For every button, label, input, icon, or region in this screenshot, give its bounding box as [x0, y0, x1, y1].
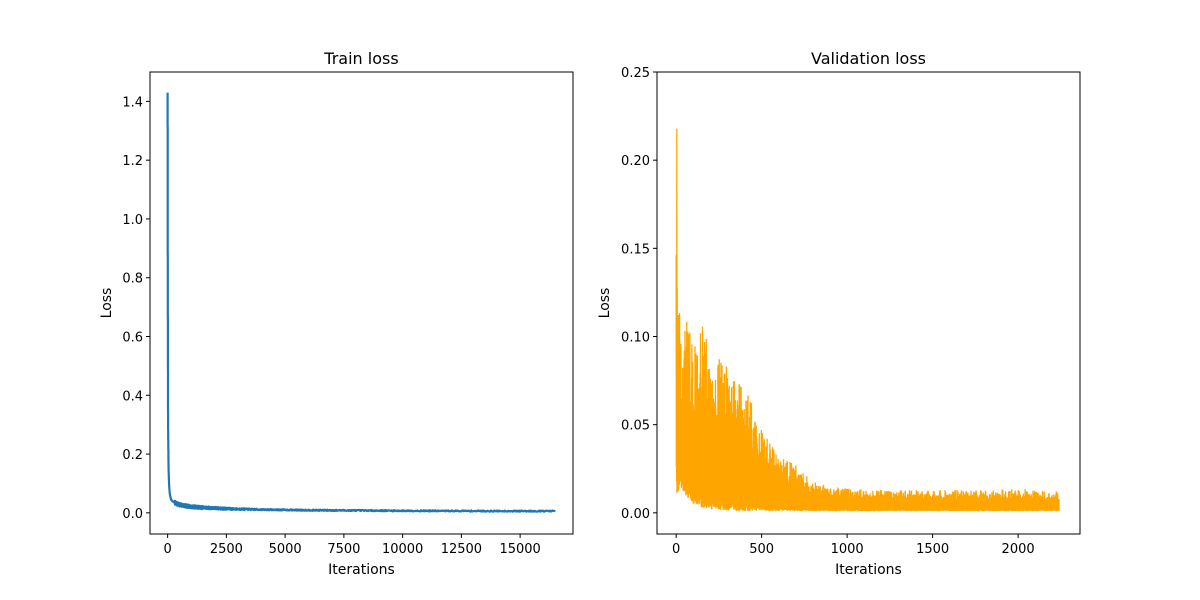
train-loss-x-tick-label: 12500	[441, 542, 482, 557]
train-loss-line	[166, 91, 556, 513]
train-loss-xlabel: Iterations	[328, 562, 395, 578]
validation-loss-series-path	[675, 128, 1060, 512]
train-loss-axes-frame	[149, 71, 574, 535]
train-loss-plot-area	[150, 72, 573, 534]
validation-loss-y-tick-label: 0.25	[621, 66, 650, 81]
validation-loss-y-tick-label: 0.15	[621, 242, 650, 257]
train-loss-y-ticks: 0.0 0.2 0.4 0.6 0.8 1.0 1.2 1.4	[122, 95, 150, 522]
validation-loss-title: Validation loss	[811, 49, 926, 68]
validation-loss-y-tick-label: 0.00	[621, 507, 650, 522]
train-loss-x-tick-label: 15000	[499, 542, 540, 557]
validation-loss-axes-frame	[656, 71, 1081, 535]
train-loss-y-tick-label: 1.0	[122, 213, 143, 228]
train-loss-y-tick-label: 0.0	[122, 507, 143, 522]
train-loss-y-tick-label: 0.4	[122, 389, 143, 404]
validation-loss-y-tick-label: 0.05	[621, 419, 650, 434]
validation-loss-y-tick-label: 0.10	[621, 331, 650, 346]
train-loss-x-tick-label: 10000	[382, 542, 423, 557]
validation-loss-y-tick-label: 0.20	[621, 154, 650, 169]
validation-loss-xlabel: Iterations	[835, 562, 902, 578]
validation-loss-x-tick-label: 1000	[831, 542, 864, 557]
validation-loss-x-tick-label: 2000	[1002, 542, 1035, 557]
validation-loss-x-tick-label: 1500	[916, 542, 949, 557]
train-loss-x-tick-label: 2500	[210, 542, 243, 557]
validation-loss-ylabel: Loss	[597, 288, 613, 319]
validation-loss-x-tick-label: 0	[672, 542, 680, 557]
train-loss-y-tick-label: 1.4	[122, 95, 143, 110]
validation-loss-line	[675, 128, 1060, 512]
train-loss-panel: 0 2500 5000 7500 10000 12500 15000 0.00.20.40.…	[99, 49, 574, 578]
train-loss-series-path	[166, 91, 556, 513]
train-loss-y-tick-label: 0.6	[122, 331, 143, 346]
train-loss-y-tick-label: 1.2	[122, 154, 143, 169]
validation-loss-y-ticks: 0.00 0.05 0.10 0.15 0.20 0.25	[621, 66, 657, 522]
train-loss-x-ticks: 0 2500 5000 7500 10000 12500 15000	[163, 534, 541, 557]
validation-loss-x-ticks: 0 500 1000 1500 2000	[672, 534, 1035, 557]
train-loss-x-tick-label: 0	[163, 542, 171, 557]
train-loss-y-tick-label: 0.8	[122, 272, 143, 287]
train-loss-x-tick-label: 5000	[269, 542, 302, 557]
train-loss-y-tick-label: 0.2	[122, 448, 143, 463]
train-loss-x-tick-label: 7500	[327, 542, 360, 557]
validation-loss-x-tick-label: 500	[749, 542, 774, 557]
train-loss-title: Train loss	[323, 49, 398, 68]
train-loss-ylabel: Loss	[99, 288, 115, 319]
validation-loss-panel: 0 500 1000 1500 2000 0.00 0.05 0.10 0.15 0.20 0.2…	[597, 49, 1081, 578]
